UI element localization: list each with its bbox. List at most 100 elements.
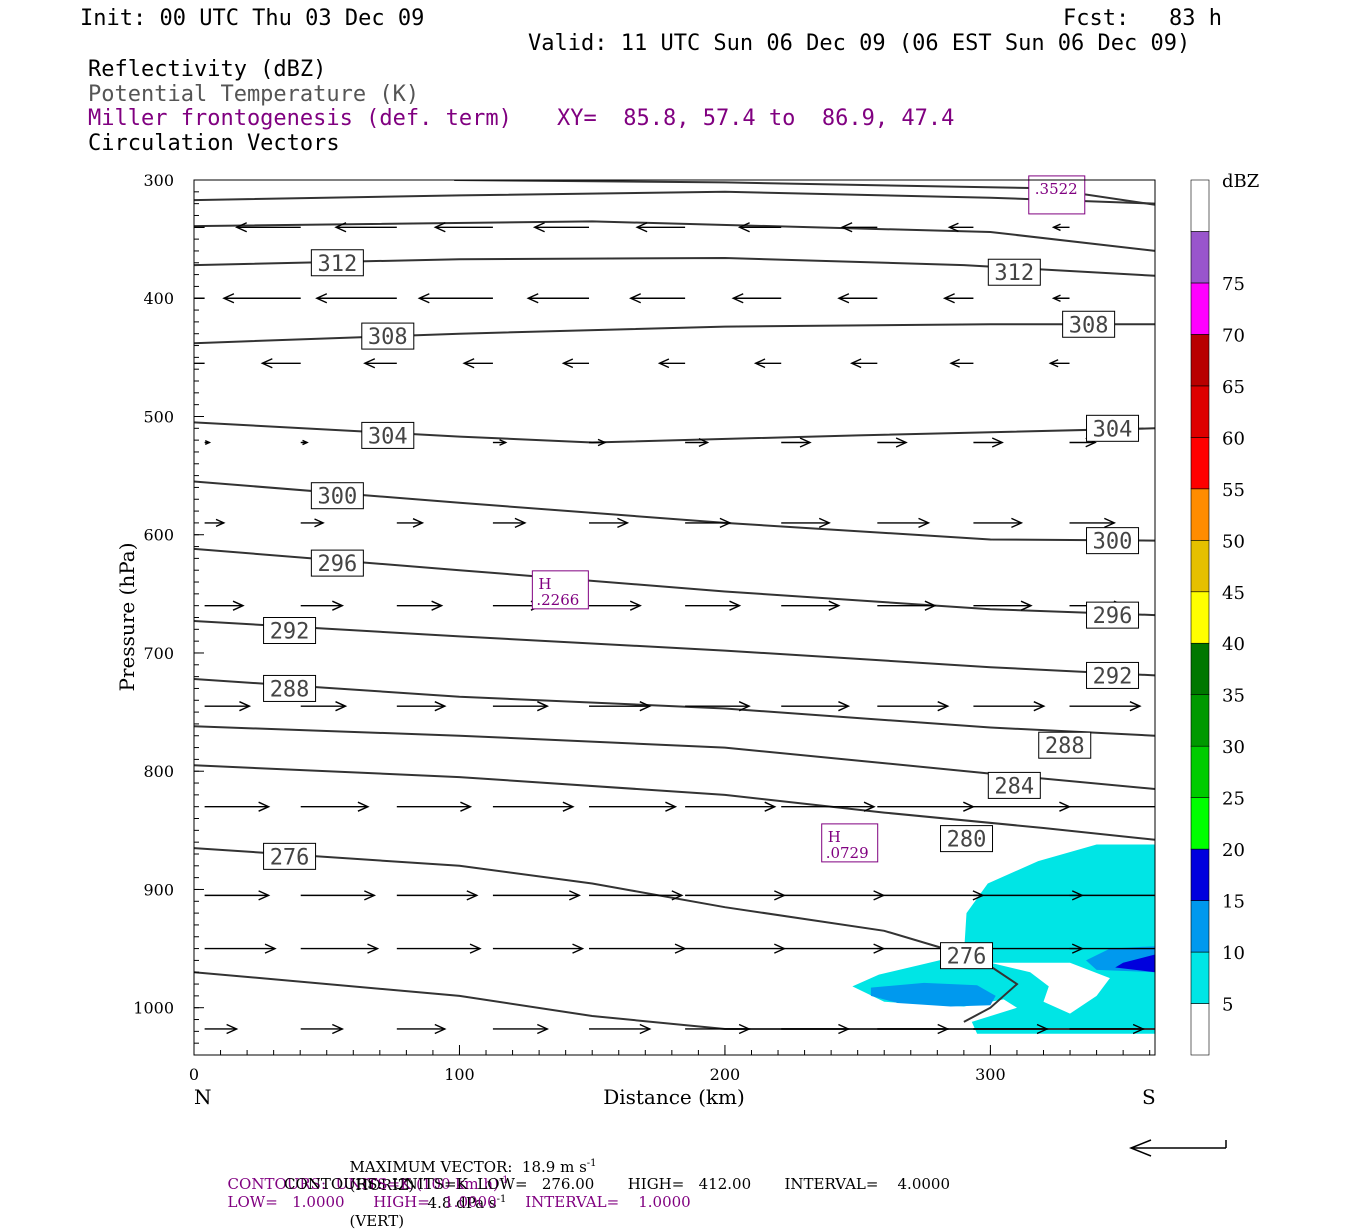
colorbar-level: 10 (1222, 943, 1245, 964)
vector-arrowhead (764, 801, 777, 812)
fronto-label-value: .0729 (826, 844, 869, 862)
vector-arrowhead (1036, 1023, 1049, 1035)
theta-contour-line-4 (194, 323, 1155, 345)
max-vector-vert-tag: (VERT) (349, 1212, 405, 1230)
x-tick-label: 300 (975, 1065, 1006, 1084)
theta-contour-line-0 (194, 190, 1155, 205)
theta-label: 288 (270, 677, 310, 702)
vector-arrowhead (562, 801, 575, 812)
vector-arrowhead (363, 358, 376, 369)
circulation-vectors (137, 222, 1155, 1035)
vector-arrowhead (665, 801, 678, 812)
theta-label: 288 (1045, 734, 1085, 759)
theta-label: 276 (270, 845, 310, 870)
x-tick-label: 0 (189, 1065, 199, 1084)
valid-time: Valid: 11 UTC Sun 06 Dec 09 (06 EST Sun … (528, 31, 1191, 56)
theta-contours (194, 180, 1155, 1030)
vector-arrowhead (434, 1023, 447, 1035)
y-tick-label: 1000 (133, 999, 174, 1018)
theta-label: 300 (1093, 530, 1133, 555)
vector-arrowhead (460, 801, 473, 812)
vector-arrowhead (629, 600, 642, 611)
vector-arrowhead (799, 437, 812, 448)
vector-arrowhead (302, 439, 309, 446)
vector-arrowhead (204, 439, 212, 446)
vector-arrowhead (895, 437, 908, 448)
colorbar-level: 25 (1222, 789, 1245, 810)
theta-contour-line-5 (194, 421, 1155, 444)
theta-label-box (940, 825, 994, 853)
vector-arrowhead (838, 701, 851, 712)
vector-arrowhead (332, 600, 345, 611)
y-tick-label: 400 (143, 289, 174, 308)
theta-label-box (1086, 601, 1140, 629)
vector-arrowhead (1059, 801, 1072, 812)
theta-contour-line-1 (454, 180, 1155, 206)
vector-arrowhead (537, 1023, 550, 1035)
vector-arrowhead (1104, 517, 1117, 529)
colorbar-swatch (1190, 231, 1210, 284)
theta-label-box (987, 258, 1041, 286)
vector-arrowhead (314, 518, 325, 528)
vector-arrowhead (364, 890, 377, 901)
vector-arrowhead (334, 222, 347, 233)
theta-label: 304 (1093, 417, 1133, 442)
theta-label: 312 (317, 252, 357, 277)
vector-arrowhead (357, 801, 370, 812)
vector-arrowhead (698, 437, 710, 448)
vector-arrowhead (729, 600, 742, 611)
vector-arrowhead (572, 943, 585, 954)
theta-label-box (987, 771, 1041, 799)
unit-exponent: -1 (586, 1158, 597, 1169)
fronto-units: CONTOURS: UNITS=K (100 km h) (227, 1175, 499, 1193)
vector-arrowhead (947, 222, 959, 232)
vector-arrowhead (561, 358, 574, 369)
vector-arrowhead (332, 1023, 345, 1035)
vector-arrowhead (260, 358, 273, 369)
max-vector-horiz-tag: (HORIZ) (349, 1176, 415, 1194)
vector-arrowhead (514, 517, 527, 529)
vector-arrowhead (537, 701, 550, 712)
colorbar-swatch (1190, 848, 1210, 901)
vector-arrowhead (526, 293, 539, 304)
field-frontogenesis: Miller frontogenesis (def. term) (88, 106, 512, 131)
axes: 0 100 200 300 300 400 500 600 700 800 900 1000 Dista… (115, 171, 1156, 1109)
colorbar-level: 35 (1222, 686, 1245, 707)
vector-arrowhead (597, 438, 607, 447)
theta-label-box (310, 549, 364, 577)
theta-contour-line-12 (194, 847, 1019, 1023)
vector-arrowhead (1132, 1023, 1145, 1035)
vector-arrowhead (264, 943, 277, 954)
theta-label: 308 (1069, 313, 1109, 338)
vector-arrowhead (639, 701, 652, 712)
theta-contour-line-8 (194, 620, 1155, 677)
colorbar-swatch (1190, 745, 1210, 798)
vector-arrowhead (1048, 359, 1059, 368)
vector-arrowhead (215, 518, 226, 528)
theta-label-box (263, 842, 317, 870)
contour-labels: 312 312 308 308 304 304 300 300 296 296 292 292 288 2… (263, 175, 1140, 970)
vector-arrowhead (674, 943, 687, 954)
vector-arrowhead (532, 222, 545, 233)
vector-arrowhead (942, 293, 955, 304)
colorbar-level: 65 (1222, 377, 1245, 398)
y-tick-label: 300 (143, 171, 174, 190)
vector-arrowhead (949, 358, 960, 368)
fronto-label-box (821, 823, 879, 863)
colorbar-level: 20 (1222, 840, 1245, 861)
vector-arrowhead (239, 701, 252, 712)
theta-label-box (263, 674, 317, 702)
field-theta: Potential Temperature (K) (88, 82, 420, 107)
vector-arrowhead (137, 223, 147, 232)
theta-label-box (940, 942, 994, 970)
theta-label: 280 (947, 828, 987, 853)
vector-arrowhead (433, 222, 446, 233)
field-vectors: Circulation Vectors (88, 131, 340, 156)
vector-arrowhead (1129, 701, 1142, 712)
x-axis-label: Distance (km) (603, 1085, 745, 1109)
colorbar-level: 5 (1222, 995, 1233, 1016)
vector-arrowhead (469, 943, 482, 954)
vector-arrowhead (367, 943, 380, 954)
fronto-label-box (1028, 175, 1086, 215)
